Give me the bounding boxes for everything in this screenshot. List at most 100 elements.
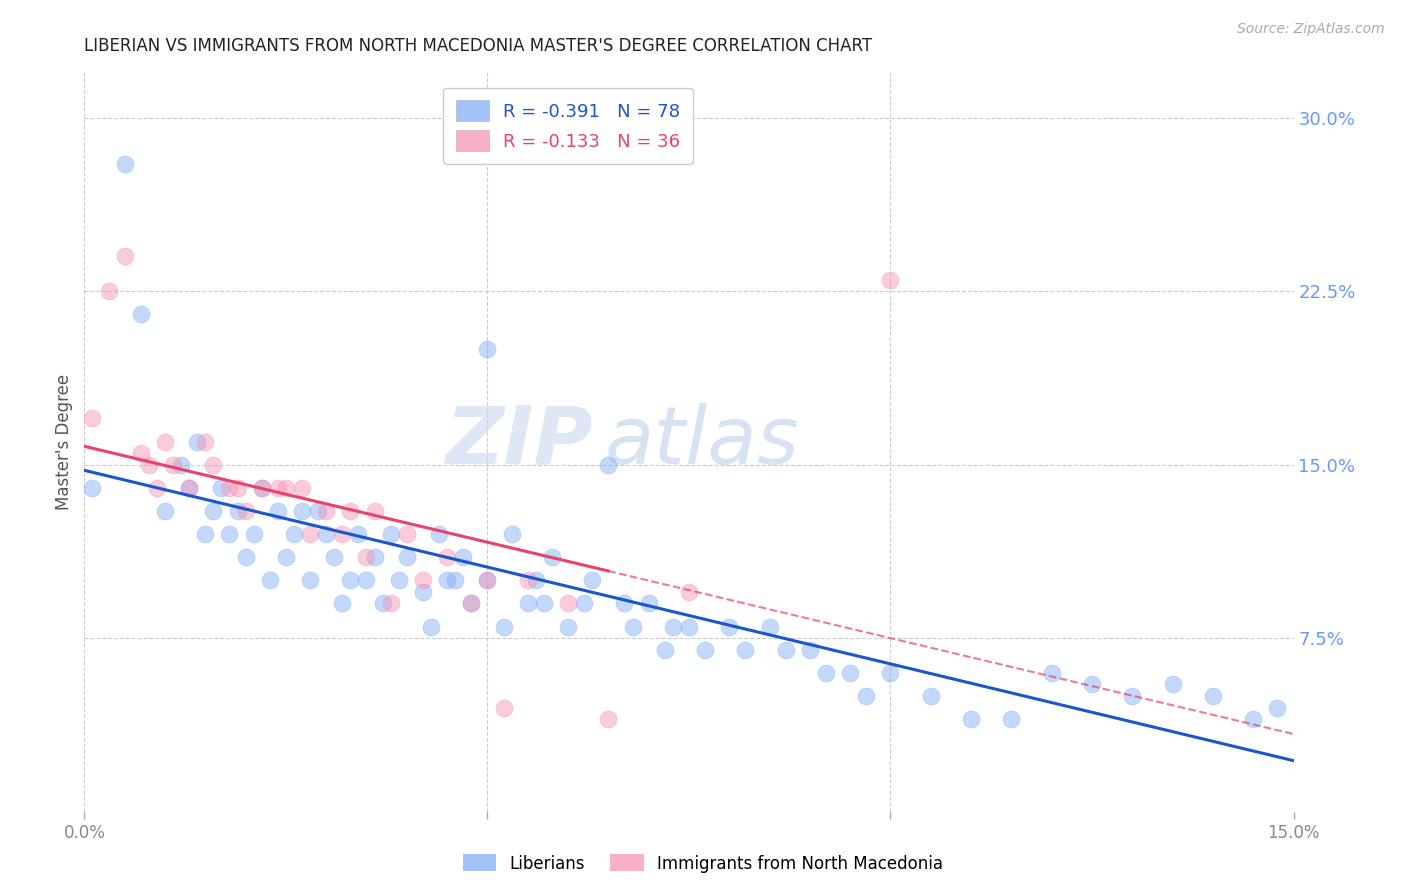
Text: ZIP: ZIP	[444, 402, 592, 481]
Point	[533, 597, 555, 611]
Point	[82, 411, 104, 425]
Point	[179, 481, 201, 495]
Point	[146, 481, 169, 495]
Point	[920, 689, 942, 703]
Point	[477, 574, 499, 588]
Point	[436, 550, 458, 565]
Point	[395, 527, 418, 541]
Point	[1000, 712, 1022, 726]
Point	[524, 574, 547, 588]
Point	[291, 504, 314, 518]
Point	[226, 481, 249, 495]
Point	[581, 574, 603, 588]
Point	[460, 597, 482, 611]
Point	[693, 642, 716, 657]
Point	[356, 574, 378, 588]
Point	[162, 458, 184, 472]
Point	[412, 574, 434, 588]
Point	[572, 597, 595, 611]
Point	[356, 550, 378, 565]
Point	[97, 284, 120, 298]
Point	[621, 619, 644, 633]
Point	[879, 665, 901, 680]
Point	[516, 574, 538, 588]
Point	[339, 504, 361, 518]
Point	[307, 504, 329, 518]
Point	[299, 527, 322, 541]
Point	[654, 642, 676, 657]
Point	[380, 597, 402, 611]
Point	[516, 597, 538, 611]
Point	[678, 619, 700, 633]
Point	[839, 665, 862, 680]
Point	[1040, 665, 1063, 680]
Point	[274, 550, 297, 565]
Point	[1081, 677, 1104, 691]
Point	[153, 434, 176, 449]
Point	[339, 574, 361, 588]
Point	[557, 619, 579, 633]
Point	[235, 550, 257, 565]
Point	[492, 619, 515, 633]
Point	[541, 550, 564, 565]
Point	[218, 481, 240, 495]
Point	[218, 527, 240, 541]
Point	[235, 504, 257, 518]
Point	[598, 712, 620, 726]
Text: LIBERIAN VS IMMIGRANTS FROM NORTH MACEDONIA MASTER'S DEGREE CORRELATION CHART: LIBERIAN VS IMMIGRANTS FROM NORTH MACEDO…	[84, 37, 873, 54]
Point	[758, 619, 780, 633]
Point	[363, 504, 385, 518]
Point	[363, 550, 385, 565]
Point	[153, 504, 176, 518]
Text: atlas: atlas	[605, 402, 799, 481]
Point	[1241, 712, 1264, 726]
Y-axis label: Master's Degree: Master's Degree	[55, 374, 73, 509]
Point	[202, 458, 225, 472]
Point	[814, 665, 837, 680]
Point	[129, 446, 152, 460]
Point	[323, 550, 346, 565]
Point	[315, 504, 337, 518]
Point	[380, 527, 402, 541]
Point	[501, 527, 523, 541]
Point	[879, 272, 901, 286]
Point	[226, 504, 249, 518]
Point	[613, 597, 636, 611]
Point	[436, 574, 458, 588]
Point	[194, 434, 217, 449]
Point	[202, 504, 225, 518]
Legend: R = -0.391   N = 78, R = -0.133   N = 36: R = -0.391 N = 78, R = -0.133 N = 36	[443, 87, 693, 164]
Point	[492, 700, 515, 714]
Point	[114, 157, 136, 171]
Point	[395, 550, 418, 565]
Point	[242, 527, 264, 541]
Point	[1202, 689, 1225, 703]
Point	[598, 458, 620, 472]
Point	[444, 574, 467, 588]
Text: Source: ZipAtlas.com: Source: ZipAtlas.com	[1237, 22, 1385, 37]
Point	[259, 574, 281, 588]
Point	[267, 504, 290, 518]
Point	[283, 527, 305, 541]
Point	[250, 481, 273, 495]
Point	[209, 481, 232, 495]
Point	[129, 307, 152, 321]
Point	[718, 619, 741, 633]
Point	[114, 250, 136, 264]
Point	[267, 481, 290, 495]
Point	[420, 619, 443, 633]
Point	[138, 458, 160, 472]
Point	[412, 585, 434, 599]
Point	[855, 689, 877, 703]
Point	[1121, 689, 1143, 703]
Point	[299, 574, 322, 588]
Point	[194, 527, 217, 541]
Point	[557, 597, 579, 611]
Point	[1267, 700, 1289, 714]
Point	[799, 642, 821, 657]
Point	[347, 527, 370, 541]
Point	[477, 574, 499, 588]
Legend: Liberians, Immigrants from North Macedonia: Liberians, Immigrants from North Macedon…	[457, 847, 949, 880]
Point	[477, 342, 499, 356]
Point	[775, 642, 797, 657]
